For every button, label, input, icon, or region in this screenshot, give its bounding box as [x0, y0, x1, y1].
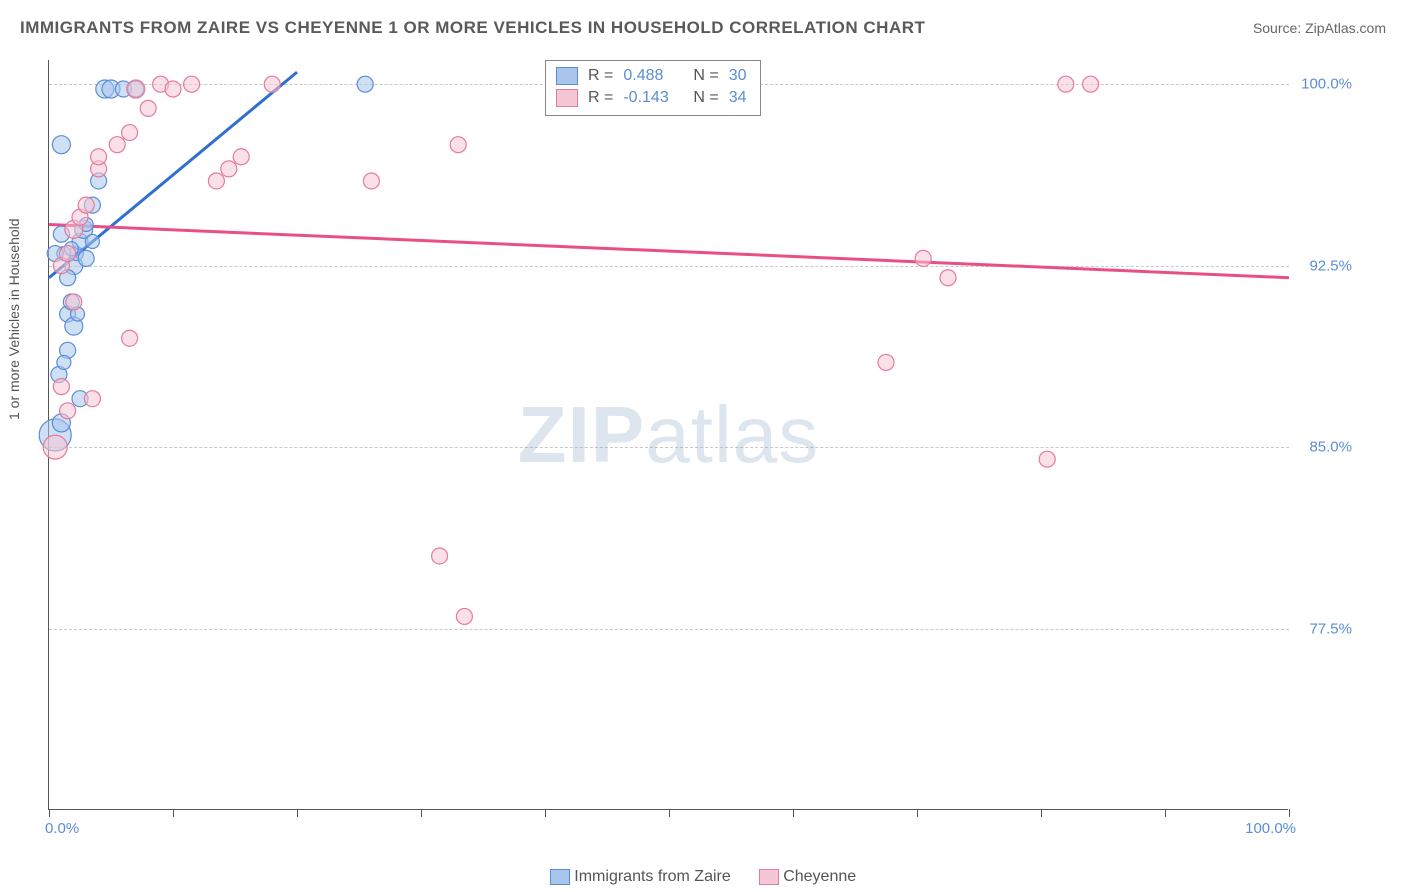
data-point: [78, 197, 94, 213]
x-tick: [545, 809, 546, 817]
r-label: R =: [588, 89, 613, 107]
legend-item: Immigrants from Zaire: [550, 868, 731, 886]
data-point: [85, 234, 99, 248]
data-point: [43, 435, 67, 459]
y-tick-label: 92.5%: [1309, 257, 1352, 274]
x-tick: [421, 809, 422, 817]
data-point: [60, 246, 76, 262]
x-axis-start-label: 0.0%: [45, 820, 79, 837]
data-point: [208, 173, 224, 189]
x-tick: [793, 809, 794, 817]
stats-row: R = 0.488 N = 30: [556, 65, 746, 87]
n-value: 34: [729, 89, 747, 107]
x-tick: [1289, 809, 1290, 817]
data-point: [184, 76, 200, 92]
x-tick: [917, 809, 918, 817]
n-label: N =: [693, 67, 718, 85]
data-point: [1058, 76, 1074, 92]
x-axis-end-label: 100.0%: [1245, 820, 1296, 837]
data-point: [52, 136, 70, 154]
data-point: [1083, 76, 1099, 92]
series-name: Cheyenne: [783, 868, 856, 885]
x-tick: [173, 809, 174, 817]
n-value: 30: [729, 67, 747, 85]
data-point: [53, 379, 69, 395]
data-point: [60, 403, 76, 419]
series-swatch: [759, 869, 779, 885]
series-swatch: [556, 89, 578, 107]
data-point: [66, 294, 82, 310]
series-swatch: [556, 67, 578, 85]
x-tick: [49, 809, 50, 817]
y-tick-label: 100.0%: [1301, 76, 1352, 93]
y-tick-label: 77.5%: [1309, 620, 1352, 637]
plot-area: ZIPatlas R =0.488N =30R =-0.143N =34 0.0…: [48, 60, 1288, 810]
data-point: [456, 608, 472, 624]
r-value: 0.488: [623, 67, 683, 85]
data-point: [363, 173, 379, 189]
data-point: [233, 149, 249, 165]
source-label: Source: ZipAtlas.com: [1253, 20, 1386, 36]
y-axis-label: 1 or more Vehicles in Household: [6, 218, 22, 420]
chart-title: IMMIGRANTS FROM ZAIRE VS CHEYENNE 1 OR M…: [20, 18, 925, 38]
data-point: [91, 149, 107, 165]
data-point: [122, 330, 138, 346]
data-point: [140, 100, 156, 116]
x-tick: [1165, 809, 1166, 817]
legend-item: Cheyenne: [759, 868, 856, 886]
data-point: [78, 250, 94, 266]
data-point: [127, 80, 145, 98]
series-legend: Immigrants from Zaire Cheyenne: [0, 868, 1406, 886]
data-point: [878, 354, 894, 370]
scatter-points-layer: [49, 60, 1289, 810]
n-label: N =: [693, 89, 718, 107]
series-name: Immigrants from Zaire: [574, 868, 730, 885]
data-point: [940, 270, 956, 286]
stats-row: R = -0.143 N = 34: [556, 87, 746, 109]
r-label: R =: [588, 67, 613, 85]
data-point: [450, 137, 466, 153]
x-tick: [669, 809, 670, 817]
y-tick-label: 85.0%: [1309, 439, 1352, 456]
x-tick: [297, 809, 298, 817]
data-point: [357, 76, 373, 92]
data-point: [221, 161, 237, 177]
data-point: [432, 548, 448, 564]
series-swatch: [550, 869, 570, 885]
data-point: [57, 355, 71, 369]
data-point: [109, 137, 125, 153]
data-point: [84, 391, 100, 407]
data-point: [122, 125, 138, 141]
data-point: [915, 250, 931, 266]
data-point: [165, 81, 181, 97]
data-point: [1039, 451, 1055, 467]
stats-legend: R = 0.488 N = 30 R = -0.143 N = 34: [545, 60, 761, 116]
x-tick: [1041, 809, 1042, 817]
data-point: [264, 76, 280, 92]
r-value: -0.143: [623, 89, 683, 107]
